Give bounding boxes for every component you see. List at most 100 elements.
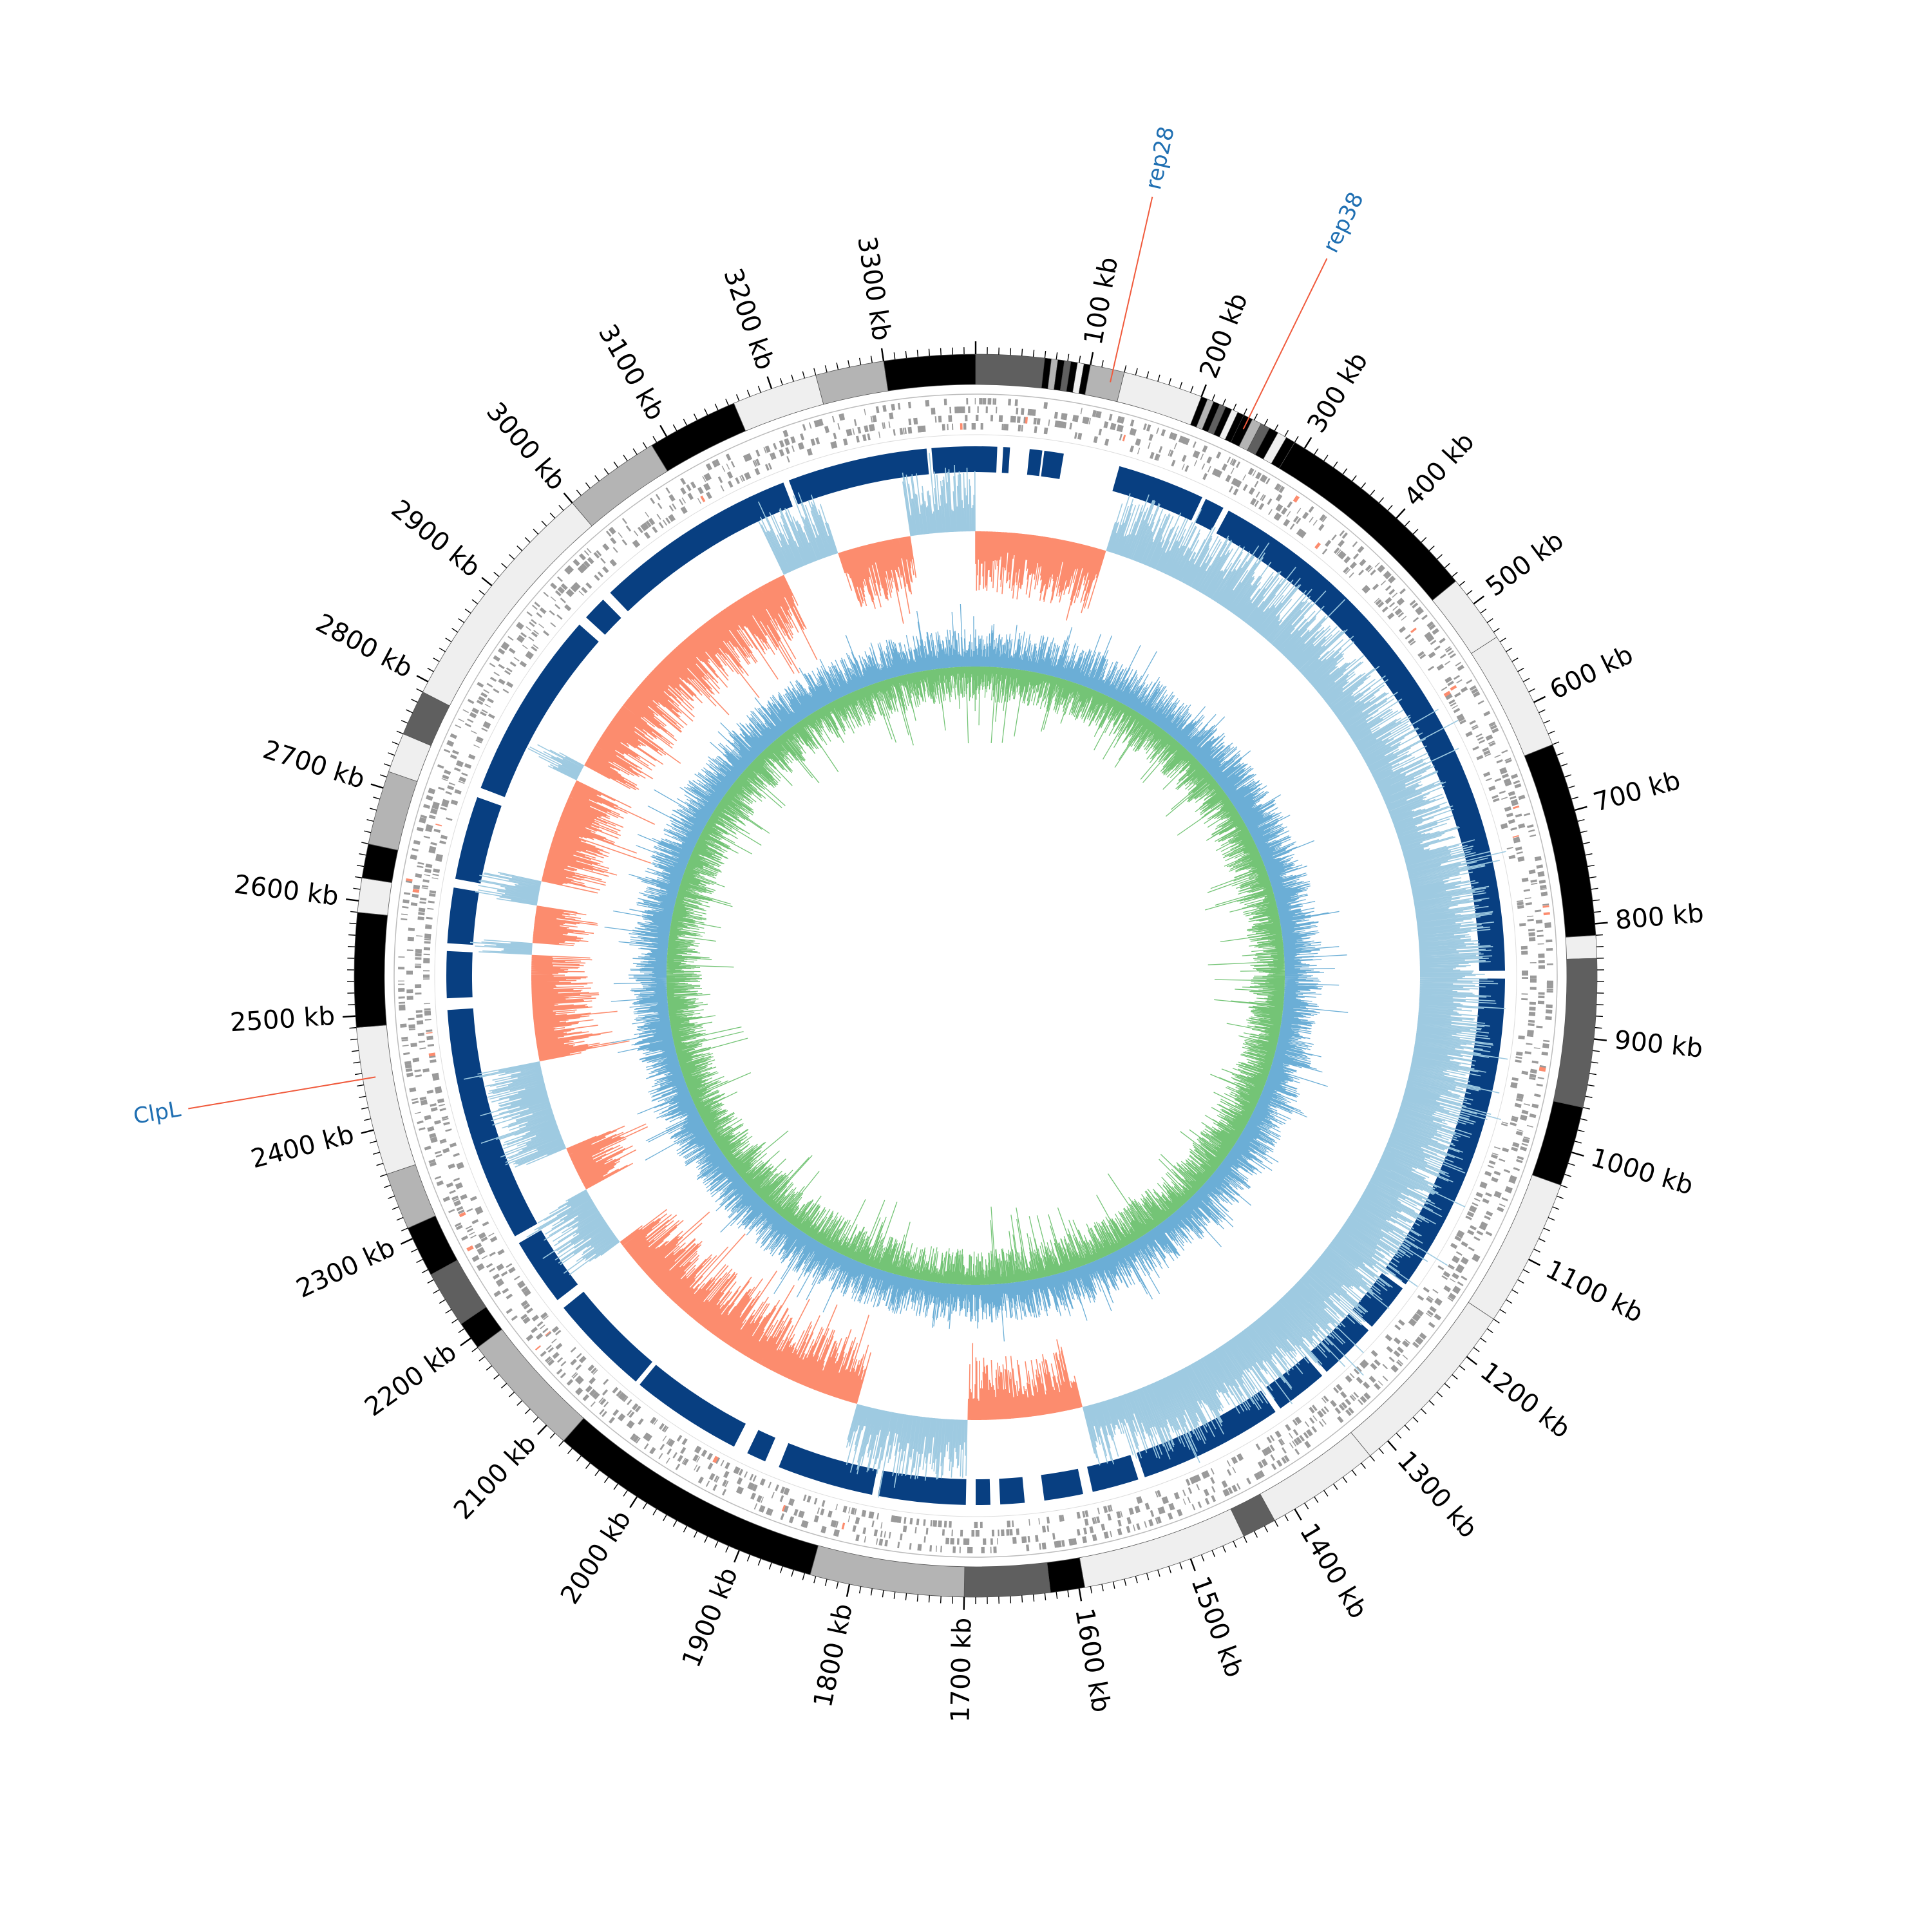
major-tick	[1466, 1356, 1477, 1365]
feature	[683, 1458, 688, 1465]
feature	[994, 398, 997, 405]
feature	[1380, 580, 1387, 586]
feature	[705, 474, 710, 480]
feature	[556, 1343, 562, 1349]
minor-tick	[353, 1061, 361, 1064]
feature	[783, 1488, 788, 1495]
feature	[1028, 1519, 1030, 1526]
feature	[1488, 721, 1495, 726]
feature	[1542, 903, 1549, 906]
feature	[1466, 1211, 1475, 1218]
feature	[1460, 687, 1468, 693]
feature	[557, 587, 564, 594]
feature	[967, 1546, 971, 1553]
feature	[1419, 1334, 1426, 1340]
minor-tick	[549, 1432, 556, 1439]
feature	[753, 1503, 758, 1510]
feature	[1517, 858, 1525, 862]
feature	[670, 514, 676, 520]
feature	[610, 527, 616, 534]
minor-tick	[1168, 1566, 1171, 1573]
feature	[526, 626, 531, 631]
coding-block	[976, 446, 998, 473]
feature	[1345, 569, 1350, 574]
feature	[547, 1359, 554, 1366]
minor-tick	[445, 1309, 452, 1314]
feature	[1154, 453, 1160, 461]
feature	[1429, 1305, 1437, 1313]
feature	[715, 459, 721, 466]
feature	[738, 1468, 744, 1476]
minor-tick	[704, 408, 708, 415]
feature	[1352, 553, 1359, 560]
feature	[1084, 1519, 1089, 1526]
feature	[1032, 409, 1036, 416]
feature	[1094, 410, 1097, 417]
coding-block	[610, 482, 793, 612]
feature	[1156, 427, 1159, 434]
feature	[418, 912, 425, 916]
minor-tick	[1480, 1338, 1487, 1343]
feature	[779, 449, 785, 457]
feature	[455, 1224, 463, 1231]
minor-tick	[905, 350, 907, 359]
feature	[601, 1410, 607, 1417]
feature	[1473, 1236, 1481, 1242]
feature	[1263, 1448, 1269, 1455]
feature	[422, 879, 430, 883]
feature	[425, 924, 432, 926]
feature	[1511, 1077, 1519, 1081]
feature	[603, 544, 609, 550]
feature	[676, 1435, 683, 1442]
feature	[557, 1357, 564, 1363]
feature	[917, 1544, 922, 1551]
feature	[545, 1345, 552, 1350]
feature	[478, 696, 486, 703]
feature	[1025, 417, 1028, 424]
feature	[1389, 601, 1396, 608]
minor-tick	[501, 563, 507, 569]
feature	[927, 399, 930, 407]
feature	[636, 1437, 641, 1444]
feature	[766, 1508, 772, 1515]
feature	[665, 517, 671, 524]
feature	[1471, 724, 1478, 729]
block-segment	[1524, 744, 1596, 938]
feature	[571, 1372, 577, 1378]
feature	[1089, 1526, 1094, 1533]
feature	[697, 498, 701, 504]
feature	[1522, 977, 1529, 979]
feature	[1531, 882, 1538, 886]
feature	[1110, 1504, 1113, 1511]
feature	[959, 1546, 961, 1553]
minor-tick	[567, 1448, 573, 1454]
feature	[1410, 640, 1416, 646]
feature	[526, 611, 533, 617]
feature	[497, 1265, 504, 1271]
minor-tick	[905, 1593, 907, 1601]
feature	[820, 1526, 824, 1533]
feature	[1314, 542, 1321, 549]
tick-label: 3300 kb	[851, 234, 896, 343]
feature	[1207, 466, 1211, 473]
feature	[961, 406, 965, 413]
feature	[1435, 1298, 1443, 1303]
feature	[974, 397, 976, 404]
minor-tick	[1459, 580, 1466, 586]
minor-tick	[1539, 709, 1546, 714]
tick-label: 2900 kb	[386, 494, 486, 583]
feature	[1447, 681, 1454, 687]
feature	[870, 424, 875, 431]
minor-tick	[1101, 360, 1104, 368]
minor-tick	[352, 1050, 359, 1052]
feature	[701, 1449, 708, 1457]
feature	[733, 1466, 739, 1474]
feature	[661, 1425, 668, 1432]
feature	[1250, 498, 1257, 506]
feature	[1084, 1510, 1089, 1517]
feature	[542, 1327, 549, 1334]
feature	[1511, 800, 1518, 804]
tick-label: 1500 kb	[1185, 1573, 1249, 1681]
feature	[1265, 478, 1271, 485]
